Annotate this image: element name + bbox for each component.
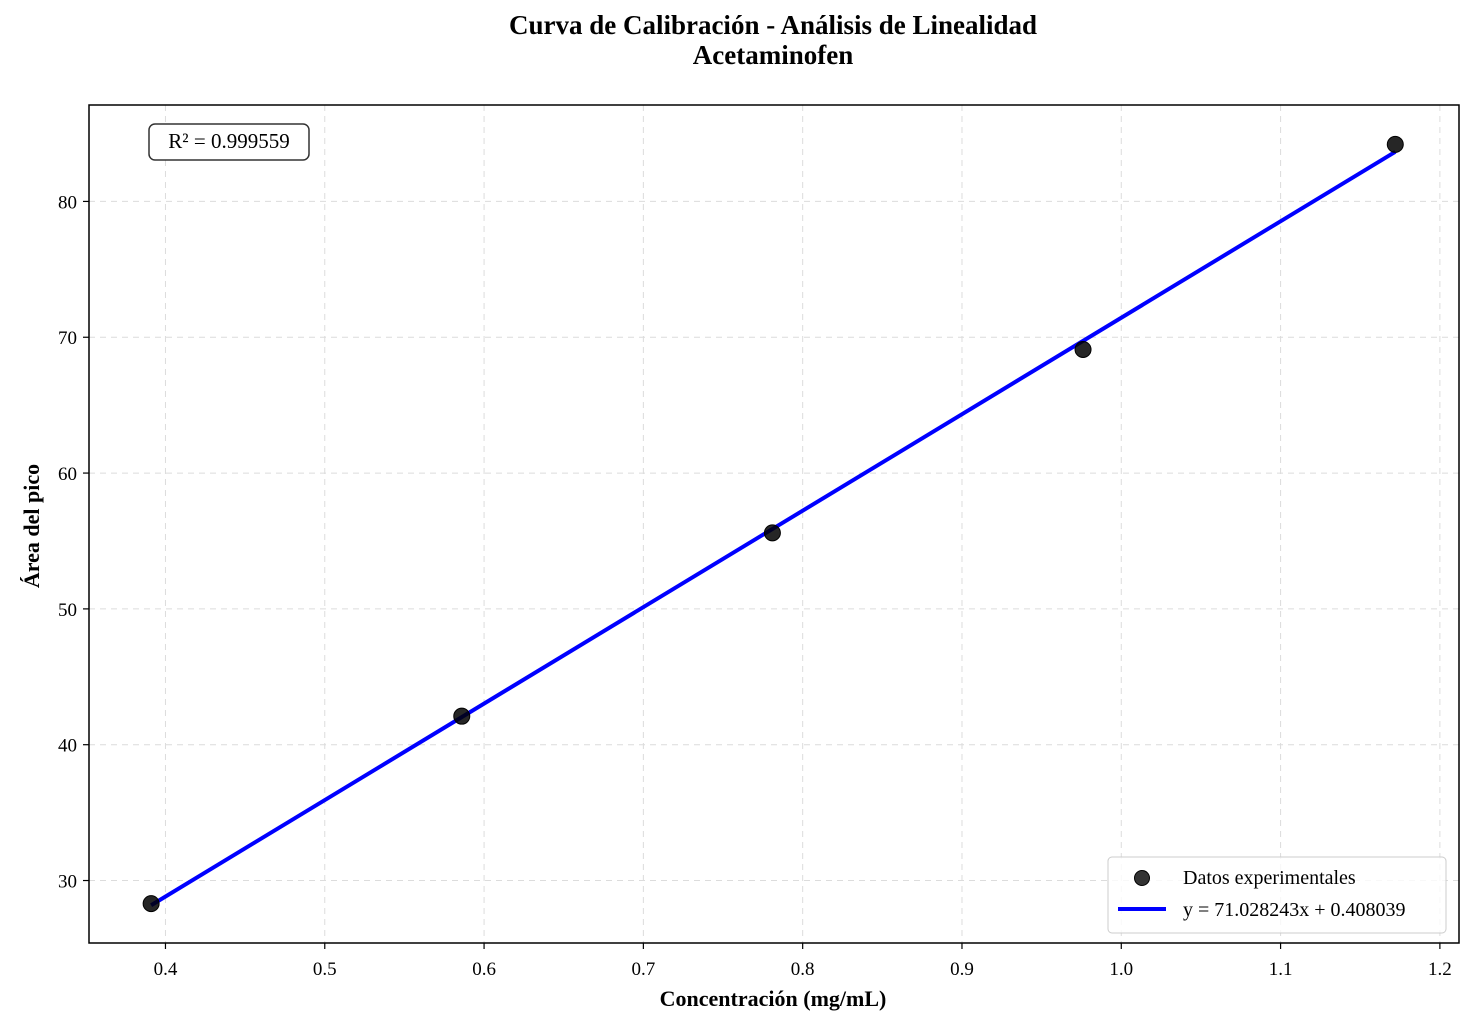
- data-point: [142, 895, 160, 913]
- x-axis: 0.4 0.5 0.6 0.7 0.8 0.9 1.0 1.1 1.2: [154, 943, 1452, 980]
- x-axis-label: Concentración (mg/mL): [660, 986, 887, 1011]
- y-tick-label: 80: [58, 192, 77, 213]
- x-tick-label: 0.6: [472, 959, 496, 980]
- y-tick-label: 30: [58, 872, 77, 893]
- legend-box: [1107, 856, 1447, 934]
- r-squared-annotation: R² = 0.999559: [148, 123, 310, 161]
- data-point: [763, 524, 781, 542]
- x-tick-label: 1.1: [1269, 959, 1293, 980]
- legend-label-fit: y = 71.028243x + 0.408039: [1183, 899, 1406, 921]
- y-tick-label: 60: [58, 464, 77, 485]
- x-tick-label: 0.9: [950, 959, 974, 980]
- x-tick-label: 0.5: [313, 959, 337, 980]
- y-axis: 30 40 50 60 70 80: [58, 192, 89, 893]
- chart-subtitle: Acetaminofen: [693, 40, 853, 70]
- x-tick-label: 1.2: [1428, 959, 1452, 980]
- y-tick-label: 70: [58, 328, 77, 349]
- x-tick-label: 1.0: [1109, 959, 1133, 980]
- annotation-box: [148, 123, 310, 161]
- plot-frame: [88, 104, 1460, 944]
- chart-title: Curva de Calibración - Análisis de Linea…: [509, 10, 1037, 40]
- legend-label-scatter: Datos experimentales: [1183, 867, 1356, 889]
- y-tick-label: 50: [58, 600, 77, 621]
- grid: [89, 105, 1459, 943]
- points-layer: [142, 135, 1404, 913]
- data-point: [453, 707, 471, 725]
- x-tick-label: 0.7: [631, 959, 655, 980]
- y-axis-label: Área del pico: [19, 464, 44, 588]
- legend: Datos experimentales y = 71.028243x + 0.…: [1107, 856, 1447, 934]
- data-point: [1386, 135, 1404, 153]
- data-point: [1074, 340, 1092, 358]
- x-tick-label: 0.4: [154, 959, 178, 980]
- y-tick-label: 40: [58, 736, 77, 757]
- x-tick-label: 0.8: [791, 959, 815, 980]
- r-squared-text: R² = 0.999559: [168, 129, 289, 153]
- legend-marker-scatter: [1134, 870, 1150, 886]
